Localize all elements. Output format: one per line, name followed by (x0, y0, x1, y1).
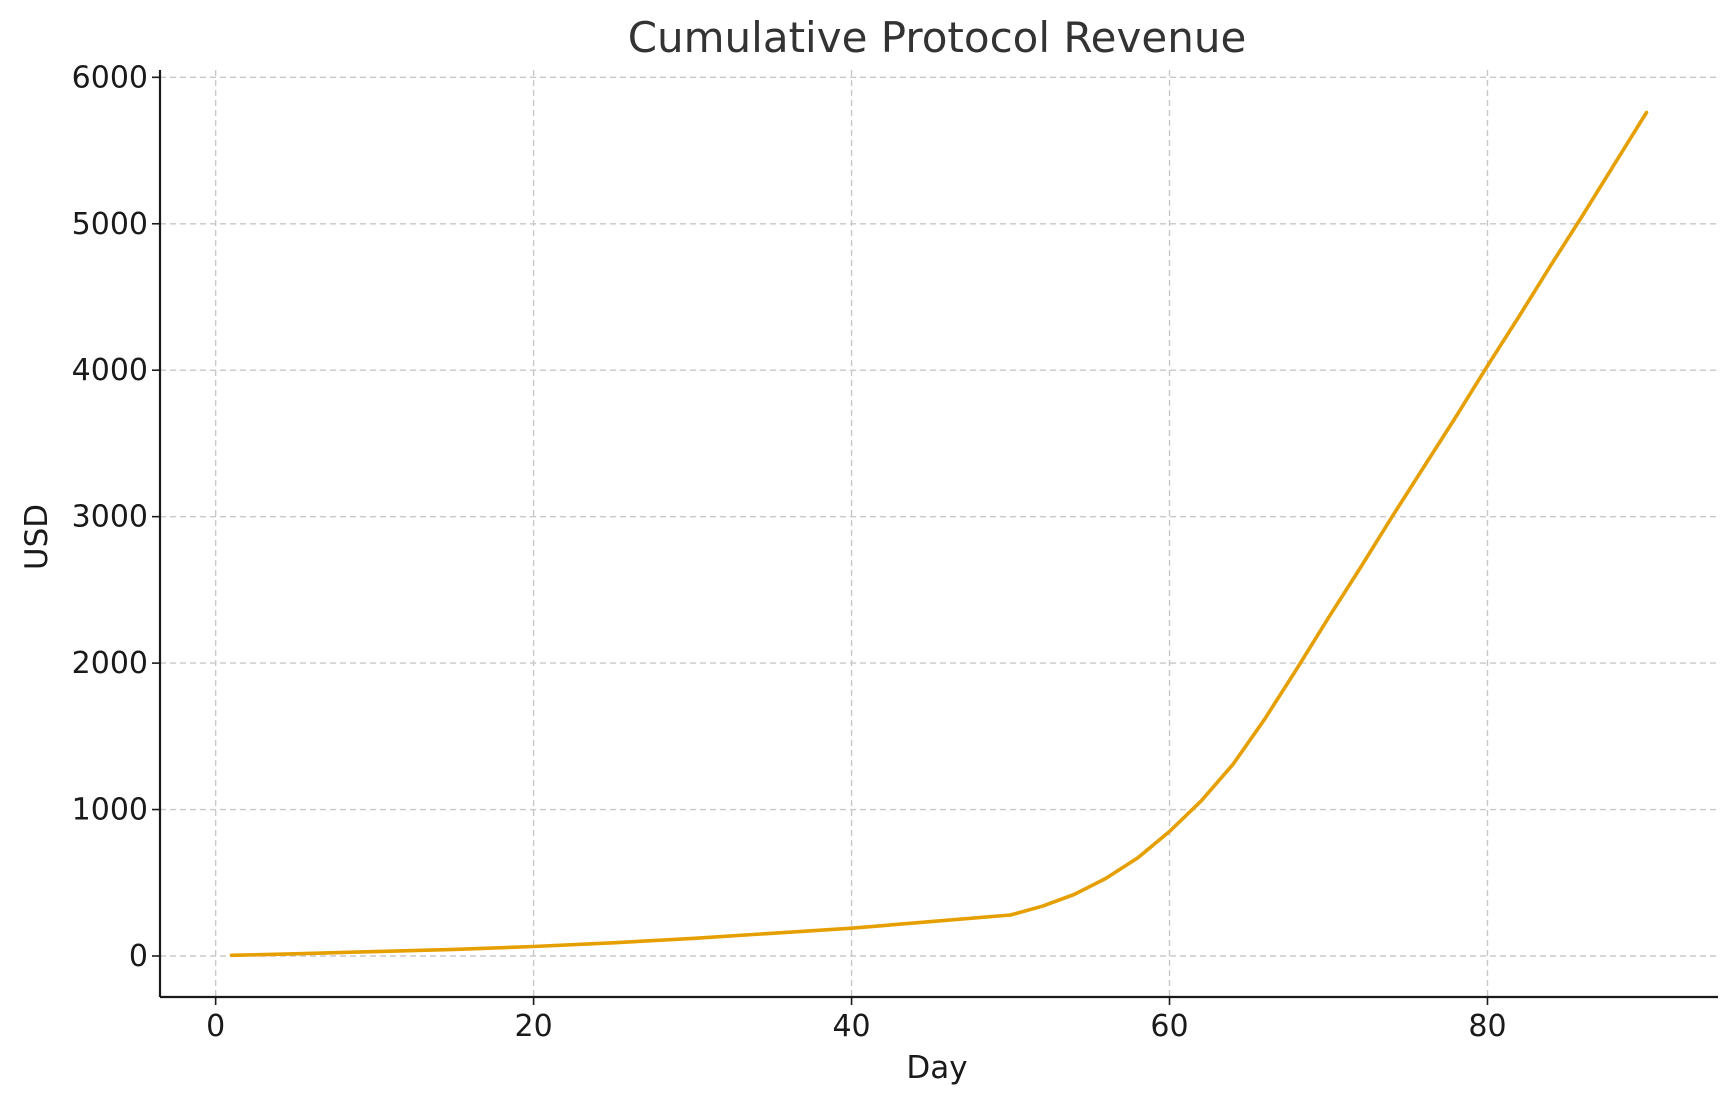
y-tick-label: 3000 (72, 500, 148, 535)
y-tick-label: 0 (129, 939, 148, 974)
ticks: 0 20 40 60 80 0 1000 2000 3000 4000 5000 6000 (72, 60, 1507, 1044)
x-tick-label: 80 (1468, 1009, 1506, 1044)
x-axis-label: Day (906, 1050, 967, 1086)
y-tick-label: 2000 (72, 646, 148, 681)
y-tick-label: 4000 (72, 353, 148, 388)
series-layer (229, 110, 1649, 958)
y-tick-label: 5000 (72, 207, 148, 242)
x-tick-label: 40 (832, 1009, 870, 1044)
chart-title: Cumulative Protocol Revenue (628, 13, 1247, 62)
grid-layer (160, 70, 1718, 997)
y-tick-label: 1000 (72, 793, 148, 828)
series-line (229, 110, 1649, 958)
y-tick-label: 6000 (72, 60, 148, 95)
axes (158, 70, 1718, 999)
x-tick-label: 60 (1150, 1009, 1188, 1044)
y-axis-label: USD (19, 504, 55, 570)
x-tick-label: 0 (206, 1009, 225, 1044)
x-tick-label: 20 (515, 1009, 553, 1044)
